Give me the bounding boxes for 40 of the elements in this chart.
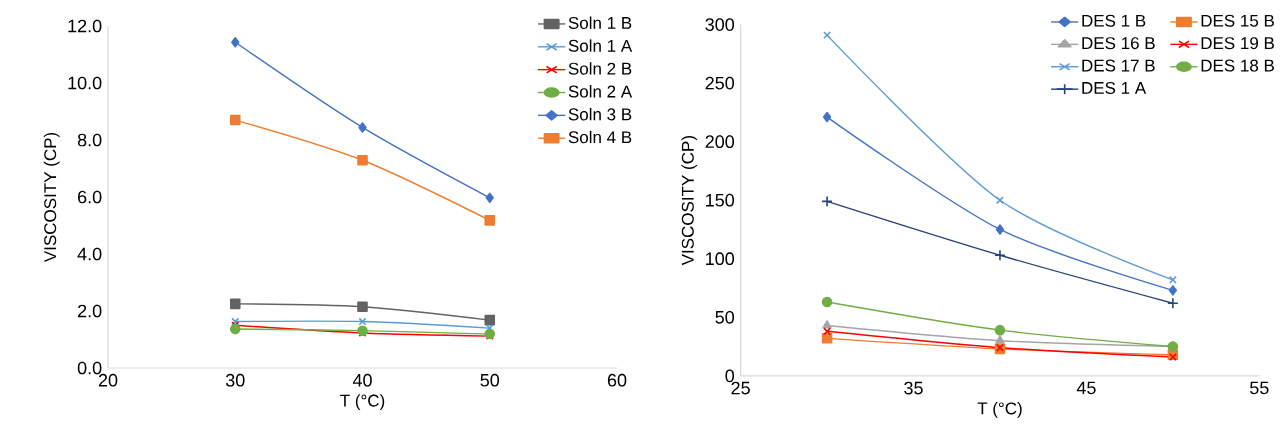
y-tick-label: 2.0 — [78, 304, 102, 318]
legend-label: DES 16 B — [1082, 37, 1155, 50]
legend-label: DES 19 B — [1201, 37, 1274, 50]
legend-label: DES 15 B — [1201, 14, 1274, 27]
x-tick-label: 20 — [98, 373, 118, 387]
x-axis-title: T (°C) — [977, 401, 1022, 418]
legend-label: Soln 2 A — [568, 85, 633, 98]
legend-label: DES 1 B — [1082, 14, 1146, 27]
x-tick-label: 35 — [904, 381, 923, 395]
x-tick-label: 25 — [731, 381, 750, 395]
x-axis-title: T (°C) — [340, 394, 385, 410]
y-tick-label: 50 — [715, 310, 735, 324]
legend-label: DES 1 A — [1082, 81, 1147, 94]
y-tick-label: 0 — [725, 369, 735, 383]
y-tick-label: 8.0 — [77, 133, 102, 147]
y-tick-label: 0.0 — [77, 361, 102, 375]
x-tick-label: 40 — [352, 373, 372, 387]
x-tick-label: 30 — [225, 373, 245, 387]
y-axis-title: VISCOSITY (CP) — [43, 132, 60, 263]
y-tick-label: 200 — [705, 135, 735, 149]
y-tick-label: 10.0 — [68, 76, 102, 90]
legend-label: Soln 4 B — [568, 130, 632, 144]
y-tick-label: 250 — [705, 76, 735, 90]
legend-label: Soln 3 B — [568, 107, 632, 121]
y-axis-title: VISCOSITY (CP) — [681, 136, 698, 266]
legend-label: Soln 2 B — [568, 62, 632, 75]
legend-label: Soln 1 A — [568, 39, 633, 52]
x-tick-label: 45 — [1076, 381, 1096, 395]
x-tick-label: 50 — [480, 373, 500, 387]
y-tick-label: 300 — [705, 18, 735, 31]
legend-label: DES 18 B — [1201, 59, 1274, 72]
y-tick-label: 12.0 — [68, 19, 102, 33]
x-tick-label: 55 — [1250, 381, 1269, 395]
y-tick-label: 100 — [706, 252, 735, 266]
legend-label: DES 17 B — [1082, 59, 1155, 72]
y-tick-label: 4.0 — [77, 247, 102, 261]
legend-label: Soln 1 B — [568, 16, 632, 29]
y-tick-label: 6.0 — [78, 190, 102, 204]
y-tick-label: 150 — [706, 193, 735, 207]
x-tick-label: 60 — [607, 373, 627, 387]
